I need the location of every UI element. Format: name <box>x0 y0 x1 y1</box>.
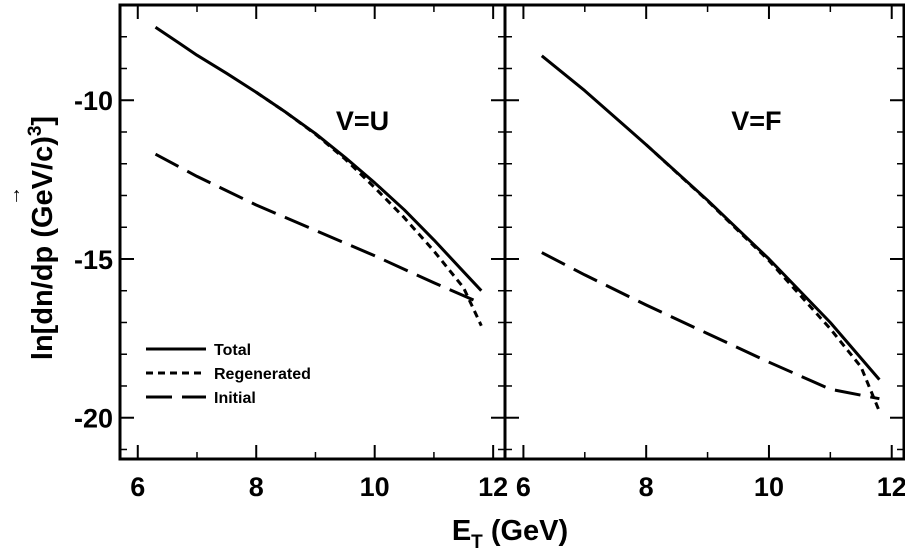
right-plot-frame <box>503 3 905 461</box>
left-panel-annotation: V=U <box>336 106 389 136</box>
legend-label-total: Total <box>214 342 251 359</box>
right-x-tick-label: 6 <box>516 472 531 502</box>
left-x-tick-label: 10 <box>360 472 390 502</box>
left-x-tick-label: 8 <box>249 472 264 502</box>
legend-label-regenerated: Regenerated <box>214 366 311 383</box>
right-panel-annotation: V=F <box>731 106 781 136</box>
x-axis-label-subscript: T <box>471 532 483 552</box>
y-axis-label-vector: p <box>27 246 59 264</box>
right-series-initial <box>541 251 880 401</box>
legend: Total Regenerated Initial <box>146 342 311 407</box>
left-x-tick-label: 12 <box>478 472 508 502</box>
right-series-regenerated <box>645 143 881 412</box>
right-x-tick-label: 10 <box>754 472 784 502</box>
right-x-tick-label: 8 <box>639 472 654 502</box>
x-axis-label: ET (GeV) <box>452 515 568 552</box>
left-y-tick-label: -10 <box>74 86 113 116</box>
right-series-total <box>540 54 881 381</box>
right-x-tick-label: 12 <box>877 472 905 502</box>
left-series-regenerated <box>255 91 483 327</box>
left-y-tick-label: -20 <box>74 404 113 434</box>
left-series-initial <box>154 152 482 305</box>
left-plot-frame <box>118 3 507 461</box>
y-axis-label-superscript: 3 <box>25 126 46 137</box>
left-x-tick-label: 6 <box>130 472 145 502</box>
panel-right: 6 8 10 12 V=F <box>503 3 905 502</box>
left-y-tick-label: -15 <box>74 245 113 275</box>
left-series-total <box>154 25 483 292</box>
legend-label-initial: Initial <box>214 390 256 407</box>
y-axis-label-arrow: → <box>3 186 25 206</box>
panel-left: 6 8 10 12 -10 -15 -20 V=U Total Regenerated Initia… <box>74 3 508 502</box>
y-axis-label: ln[dn/dp (GeV/c)3] <box>25 116 59 360</box>
